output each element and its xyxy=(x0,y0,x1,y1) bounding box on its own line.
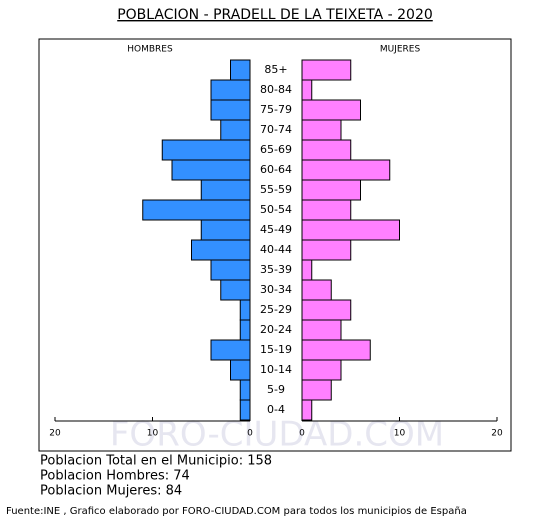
bar xyxy=(301,239,352,261)
x-tick-label: 20 xyxy=(49,429,61,439)
category-label: 50-54 xyxy=(260,203,292,216)
bar xyxy=(301,219,400,241)
bar xyxy=(161,139,251,161)
category-label: 80-84 xyxy=(260,83,292,96)
bar xyxy=(301,319,342,341)
bar xyxy=(220,119,251,141)
source: Fuente:INE , Grafico elaborado por FORO-… xyxy=(6,506,467,517)
bar xyxy=(301,179,361,201)
plot-frame xyxy=(38,38,512,452)
bar xyxy=(239,299,251,321)
bar xyxy=(239,379,251,401)
bar xyxy=(142,199,251,221)
bar xyxy=(301,159,391,181)
x-tick-label: 10 xyxy=(147,429,159,439)
bar xyxy=(301,59,352,81)
note: Poblacion Total en el Municipio: 158 xyxy=(40,454,272,469)
bar xyxy=(301,379,332,401)
bar xyxy=(200,179,251,201)
bar xyxy=(301,399,313,421)
bar xyxy=(220,279,251,301)
legend-entry: MUJERES xyxy=(380,45,421,55)
category-label: 5-9 xyxy=(267,383,285,396)
category-label: 20-24 xyxy=(260,323,292,336)
bar xyxy=(230,59,251,81)
x-tick-label: 20 xyxy=(491,429,503,439)
legend-entry: HOMBRES xyxy=(127,45,173,55)
category-label: 30-34 xyxy=(260,283,292,296)
category-label: 65-69 xyxy=(260,143,292,156)
bar xyxy=(191,239,251,261)
category-label: 60-64 xyxy=(260,163,292,176)
category-label: 55-59 xyxy=(260,183,292,196)
bar xyxy=(210,339,251,361)
category-label: 85+ xyxy=(264,63,287,76)
note: Poblacion Hombres: 74 xyxy=(40,469,190,484)
bar xyxy=(301,99,361,121)
bar xyxy=(210,79,251,101)
x-tick-label: 0 xyxy=(299,429,305,439)
category-label: 0-4 xyxy=(267,403,285,416)
bar xyxy=(301,339,371,361)
category-label: 70-74 xyxy=(260,123,292,136)
x-tick-label: 0 xyxy=(247,429,253,439)
category-label: 15-19 xyxy=(260,343,292,356)
category-label: 40-44 xyxy=(260,243,292,256)
category-label: 45-49 xyxy=(260,223,292,236)
category-label: 75-79 xyxy=(260,103,292,116)
bar xyxy=(239,399,251,421)
bar xyxy=(301,79,313,101)
bar xyxy=(301,259,313,281)
bar xyxy=(239,319,251,341)
category-label: 25-29 xyxy=(260,303,292,316)
chart-title: POBLACION - PRADELL DE LA TEIXETA - 2020 xyxy=(117,7,433,23)
bar xyxy=(301,279,332,301)
x-tick-label: 10 xyxy=(394,429,406,439)
note: Poblacion Mujeres: 84 xyxy=(40,484,182,499)
bar xyxy=(301,119,342,141)
bar xyxy=(301,199,352,221)
category-label: 35-39 xyxy=(260,263,292,276)
bar xyxy=(301,359,342,381)
bar xyxy=(200,219,251,241)
bar xyxy=(301,299,352,321)
bar xyxy=(210,99,251,121)
bar xyxy=(210,259,251,281)
category-label: 10-14 xyxy=(260,363,292,376)
bar xyxy=(171,159,251,181)
bar xyxy=(301,139,352,161)
bar xyxy=(230,359,251,381)
